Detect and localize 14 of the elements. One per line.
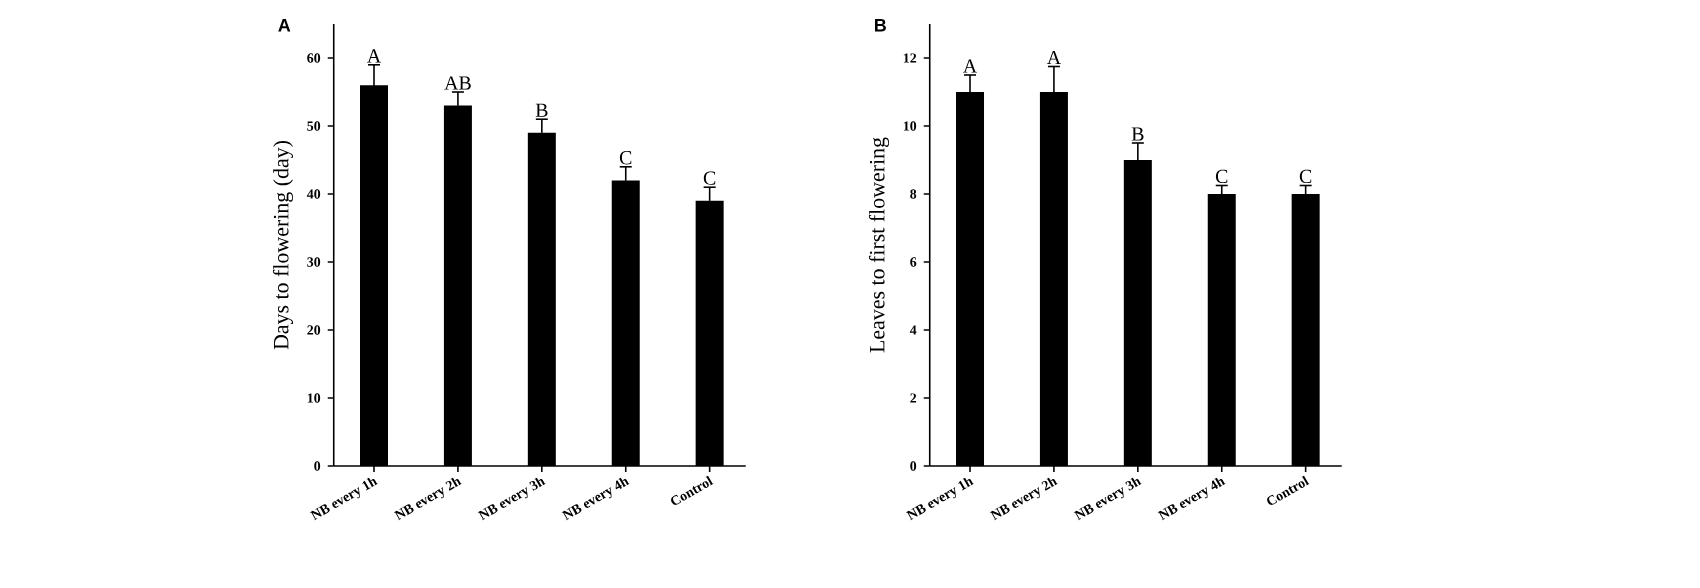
annotation: B (535, 103, 548, 117)
annotation: AB (444, 76, 471, 90)
annotation: C (1215, 169, 1228, 184)
y-axis-title: Leaves to first flowering (868, 137, 890, 353)
annotation: C (619, 151, 632, 165)
chart-title: B (875, 19, 886, 32)
annotation: C (1299, 169, 1312, 184)
annotation: B (1131, 127, 1144, 141)
chart-title: A (278, 19, 291, 32)
y-axis-title: Days to flowering (day) (272, 140, 294, 350)
annotation: C (703, 171, 716, 185)
annotation: A (963, 59, 978, 73)
annotation: A (1046, 50, 1061, 65)
annotation: A (367, 49, 382, 63)
